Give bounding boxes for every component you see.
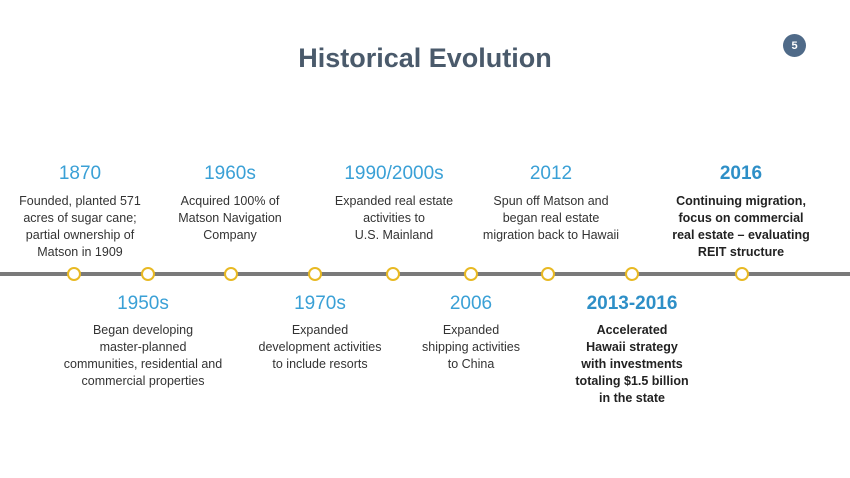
event-year: 1950s xyxy=(117,293,169,314)
event-1950s: 1950s Began developing master-planned co… xyxy=(48,293,238,390)
desc-line: U.S. Mainland xyxy=(354,228,434,242)
desc-line: began real estate xyxy=(502,211,600,225)
desc-line: partial ownership of xyxy=(25,228,135,242)
desc-line: with investments xyxy=(581,357,683,371)
desc-line: Matson in 1909 xyxy=(37,245,123,259)
desc-line: master-planned xyxy=(99,340,187,354)
page-number-badge: 5 xyxy=(783,34,806,57)
desc-line: Expanded xyxy=(291,323,349,337)
desc-line: focus on commercial xyxy=(678,211,804,225)
event-year: 2012 xyxy=(529,163,573,184)
timeline-marker xyxy=(386,267,400,281)
desc-line: real estate – evaluating xyxy=(672,228,810,242)
timeline-marker xyxy=(464,267,478,281)
event-year: 2016 xyxy=(719,163,763,184)
desc-line: Began developing xyxy=(92,323,194,337)
event-description: Began developing master-planned communit… xyxy=(48,322,238,390)
event-2013-2016: 2013-2016 Accelerated Hawaii strategy wi… xyxy=(558,293,706,407)
event-description: Expanded development activities to inclu… xyxy=(245,322,395,373)
event-year: 1960s xyxy=(204,163,256,184)
event-year: 1990/2000s xyxy=(344,163,444,184)
timeline-marker xyxy=(67,267,81,281)
event-description: Acquired 100% of Matson Navigation Compa… xyxy=(160,193,300,244)
event-year: 2006 xyxy=(449,293,493,314)
desc-line: development activities xyxy=(258,340,382,354)
desc-line: Spun off Matson and xyxy=(493,194,609,208)
event-description: Founded, planted 571 acres of sugar cane… xyxy=(5,193,155,261)
desc-line: Accelerated xyxy=(596,323,668,337)
event-description: Accelerated Hawaii strategy with investm… xyxy=(558,322,706,407)
desc-line: in the state xyxy=(599,391,665,405)
event-1990-2000s: 1990/2000s Expanded real estate activiti… xyxy=(315,163,473,244)
event-year: 2013-2016 xyxy=(586,293,678,314)
slide-title: Historical Evolution xyxy=(298,43,552,73)
desc-line: Hawaii strategy xyxy=(586,340,678,354)
event-description: Continuing migration, focus on commercia… xyxy=(655,193,827,261)
desc-line: REIT structure xyxy=(697,245,785,259)
timeline-marker xyxy=(735,267,749,281)
desc-line: to include resorts xyxy=(272,357,368,371)
timeline-marker xyxy=(541,267,555,281)
event-1970s: 1970s Expanded development activities to… xyxy=(245,293,395,373)
event-2006: 2006 Expanded shipping activities to Chi… xyxy=(405,293,537,373)
event-1870: 1870 Founded, planted 571 acres of sugar… xyxy=(5,163,155,261)
desc-line: activities to xyxy=(363,211,425,225)
timeline-axis xyxy=(0,272,850,276)
event-description: Expanded shipping activities to China xyxy=(405,322,537,373)
timeline-marker xyxy=(625,267,639,281)
desc-line: Matson Navigation xyxy=(178,211,282,225)
event-description: Spun off Matson and began real estate mi… xyxy=(472,193,630,244)
desc-line: Acquired 100% of xyxy=(180,194,280,208)
timeline-marker xyxy=(308,267,322,281)
desc-line: Company xyxy=(203,228,257,242)
desc-line: commercial properties xyxy=(81,374,205,388)
desc-line: Continuing migration, xyxy=(676,194,806,208)
desc-line: Founded, planted 571 xyxy=(19,194,141,208)
event-2016: 2016 Continuing migration, focus on comm… xyxy=(655,163,827,261)
desc-line: totaling $1.5 billion xyxy=(575,374,689,388)
desc-line: migration back to Hawaii xyxy=(482,228,620,242)
desc-line: acres of sugar cane; xyxy=(23,211,137,225)
event-year: 1870 xyxy=(58,163,102,184)
event-2012: 2012 Spun off Matson and began real esta… xyxy=(472,163,630,244)
desc-line: Expanded xyxy=(442,323,500,337)
desc-line: shipping activities xyxy=(422,340,520,354)
event-description: Expanded real estate activities to U.S. … xyxy=(315,193,473,244)
desc-line: to China xyxy=(447,357,495,371)
desc-line: communities, residential and xyxy=(63,357,223,371)
timeline-marker xyxy=(224,267,238,281)
desc-line: Expanded real estate xyxy=(334,194,454,208)
event-1960s: 1960s Acquired 100% of Matson Navigation… xyxy=(160,163,300,244)
timeline-marker xyxy=(141,267,155,281)
event-year: 1970s xyxy=(294,293,346,314)
